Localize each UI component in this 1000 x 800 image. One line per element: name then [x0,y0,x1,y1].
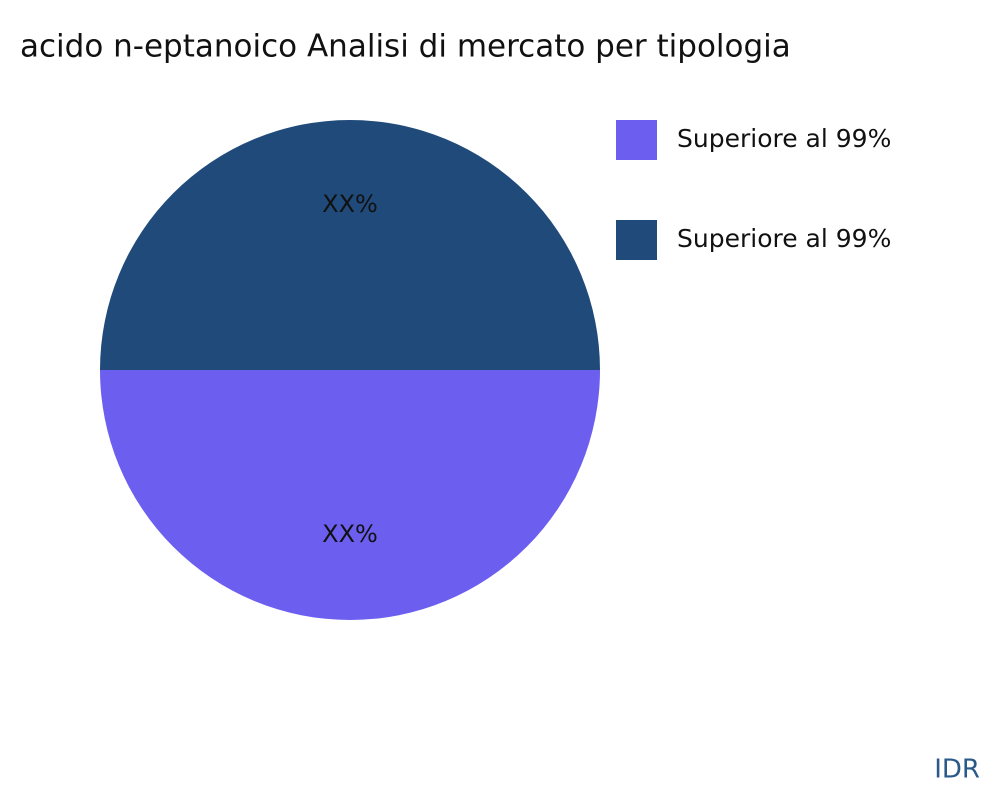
legend-swatch [616,220,657,260]
source-label: IDR [934,755,980,785]
slice-label: XX% [322,190,378,218]
pie-slice [100,120,600,370]
legend-label: Superiore al 99% [677,224,891,253]
legend-label: Superiore al 99% [677,124,891,153]
chart-title: acido n-eptanoico Analisi di mercato per… [20,29,791,65]
pie-slice [100,370,600,620]
legend-swatch [616,120,657,160]
slice-label: XX% [322,520,378,548]
